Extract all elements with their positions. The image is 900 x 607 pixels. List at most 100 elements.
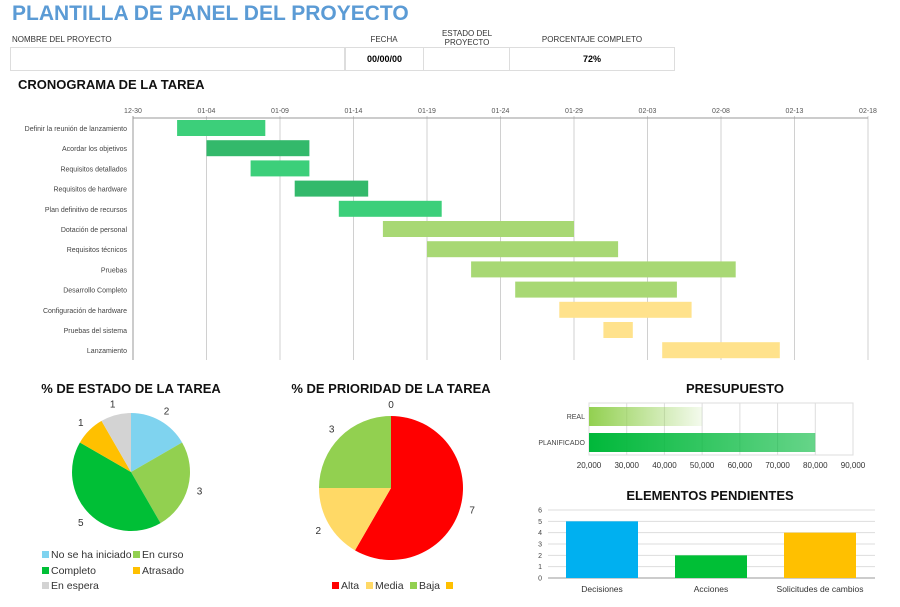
gantt-task-label: Requisitos de hardware bbox=[53, 187, 127, 194]
budget-x-tick: 80,000 bbox=[803, 461, 828, 470]
legend-swatch bbox=[133, 567, 140, 574]
gantt-bar bbox=[427, 241, 619, 258]
gantt-bar bbox=[382, 221, 574, 237]
gantt-task-label: Plan definitivo de recursos bbox=[45, 207, 128, 214]
pending-y-tick: 6 bbox=[538, 508, 542, 515]
pending-title: ELEMENTOS PENDIENTES bbox=[626, 488, 794, 503]
legend-label: Atrasado bbox=[142, 565, 184, 577]
gantt-task-label: Desarrollo Completo bbox=[63, 288, 127, 295]
pie-slice bbox=[131, 413, 183, 472]
budget-bar bbox=[589, 433, 816, 452]
pending-y-tick: 5 bbox=[538, 519, 542, 526]
legend-label: Baja bbox=[419, 580, 440, 592]
budget-x-tick: 60,000 bbox=[728, 461, 753, 470]
gantt-bar bbox=[559, 301, 692, 318]
legend-label: No se ha iniciado bbox=[51, 549, 132, 561]
status-pie-title: % DE ESTADO DE LA TAREA bbox=[41, 381, 221, 396]
pending-y-tick: 4 bbox=[538, 530, 542, 537]
gantt-task-label: Dotación de personal bbox=[61, 227, 128, 234]
budget-bar bbox=[589, 407, 703, 426]
gantt-task-label: Pruebas bbox=[101, 267, 128, 274]
gantt-x-tick: 01-24 bbox=[492, 108, 510, 115]
gantt-x-tick: 01-19 bbox=[418, 108, 436, 115]
gantt-x-tick: 01-04 bbox=[198, 108, 216, 115]
pending-y-tick: 2 bbox=[538, 553, 542, 560]
legend-swatch bbox=[332, 582, 339, 589]
pie-slice bbox=[131, 442, 191, 524]
gantt-task-label: Requisitos técnicos bbox=[67, 247, 128, 254]
gantt-task-label: Acordar los objetivos bbox=[62, 146, 127, 153]
date-label: FECHA bbox=[370, 35, 398, 44]
pie-data-label: 5 bbox=[78, 518, 84, 529]
percent-field[interactable]: 72% bbox=[509, 47, 675, 71]
pie-data-label: 1 bbox=[110, 399, 116, 410]
legend-swatch bbox=[366, 582, 373, 589]
pie-slice bbox=[319, 416, 391, 488]
budget-x-tick: 40,000 bbox=[652, 461, 677, 470]
budget-category-label: REAL bbox=[567, 414, 585, 421]
gantt-task-label: Configuración de hardware bbox=[43, 308, 127, 315]
budget-x-tick: 20,000 bbox=[577, 461, 602, 470]
pending-y-tick: 0 bbox=[538, 576, 542, 583]
budget-category-label: PLANIFICADO bbox=[538, 440, 585, 447]
gantt-task-label: Requisitos detallados bbox=[60, 166, 127, 173]
gantt-bar bbox=[515, 281, 677, 298]
pending-category-label: Acciones bbox=[694, 584, 729, 594]
budget-x-tick: 50,000 bbox=[690, 461, 715, 470]
budget-x-tick: 70,000 bbox=[765, 461, 790, 470]
gantt-bar bbox=[206, 140, 310, 157]
budget-x-tick: 30,000 bbox=[614, 461, 639, 470]
gantt-x-tick: 01-09 bbox=[271, 108, 289, 115]
budget-x-tick: 90,000 bbox=[841, 461, 866, 470]
pie-data-label: 1 bbox=[78, 418, 84, 429]
pie-data-label: 2 bbox=[315, 526, 321, 537]
gantt-task-label: Lanzamiento bbox=[87, 348, 127, 355]
pie-slice bbox=[319, 488, 391, 551]
status-label: ESTADO DEL PROYECTO bbox=[441, 29, 493, 47]
gantt-x-tick: 12-30 bbox=[124, 108, 142, 115]
percent-label: PORCENTAJE COMPLETO bbox=[541, 35, 643, 44]
project-name-field[interactable] bbox=[10, 47, 345, 71]
pie-data-label: 3 bbox=[197, 486, 203, 497]
gantt-bar bbox=[250, 160, 310, 177]
gantt-bar bbox=[603, 322, 633, 338]
gantt-x-tick: 01-14 bbox=[345, 108, 363, 115]
legend-label: En curso bbox=[142, 549, 184, 561]
pie-data-label: 0 bbox=[388, 400, 394, 411]
legend-swatch bbox=[42, 582, 49, 589]
pending-category-label: Solicitudes de cambios bbox=[777, 584, 864, 594]
pie-data-label: 3 bbox=[329, 425, 335, 436]
legend-swatch bbox=[42, 551, 49, 558]
budget-title: PRESUPUESTO bbox=[685, 381, 784, 396]
pending-y-tick: 1 bbox=[538, 564, 542, 571]
gantt-x-tick: 02-18 bbox=[859, 108, 877, 115]
pending-category-label: Decisiones bbox=[581, 584, 623, 594]
pie-slice bbox=[101, 413, 131, 472]
gantt-x-tick: 01-29 bbox=[565, 108, 583, 115]
pending-bar bbox=[566, 521, 638, 578]
priority-pie-title: % DE PRIORIDAD DE LA TAREA bbox=[291, 381, 491, 396]
pie-slice bbox=[79, 420, 131, 472]
legend-label: Media bbox=[375, 580, 404, 592]
pie-data-label: 7 bbox=[469, 506, 475, 517]
gantt-bar bbox=[662, 342, 780, 359]
pending-y-tick: 3 bbox=[538, 542, 542, 549]
pie-data-label: 2 bbox=[164, 407, 170, 418]
legend-swatch bbox=[133, 551, 140, 558]
project-name-label: NOMBRE DEL PROYECTO bbox=[12, 35, 112, 44]
legend-swatch bbox=[42, 567, 49, 574]
legend-label: Completo bbox=[51, 565, 96, 577]
pie-slice bbox=[355, 416, 463, 560]
page-title: PLANTILLA DE PANEL DEL PROYECTO bbox=[12, 2, 409, 25]
gantt-bar bbox=[338, 200, 442, 217]
pie-slice bbox=[71, 442, 161, 532]
gantt-x-tick: 02-03 bbox=[639, 108, 657, 115]
gantt-x-tick: 02-13 bbox=[786, 108, 804, 115]
gantt-title: CRONOGRAMA DE LA TAREA bbox=[18, 77, 205, 92]
gantt-task-label: Pruebas del sistema bbox=[64, 328, 128, 335]
gantt-x-tick: 02-08 bbox=[712, 108, 730, 115]
budget-frame bbox=[588, 402, 854, 456]
gantt-task-label: Definir la reunión de lanzamiento bbox=[25, 126, 127, 133]
